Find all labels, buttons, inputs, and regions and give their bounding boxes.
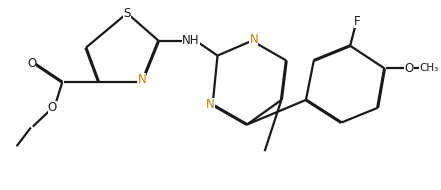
Text: O: O	[48, 101, 57, 114]
Text: NH: NH	[182, 34, 200, 47]
Text: O: O	[27, 57, 37, 70]
Text: N: N	[250, 33, 258, 46]
Text: F: F	[354, 15, 360, 28]
Text: S: S	[123, 7, 131, 20]
Text: CH₃: CH₃	[419, 63, 438, 73]
Text: N: N	[138, 73, 146, 86]
Text: O: O	[404, 62, 414, 75]
Text: N: N	[206, 98, 215, 111]
